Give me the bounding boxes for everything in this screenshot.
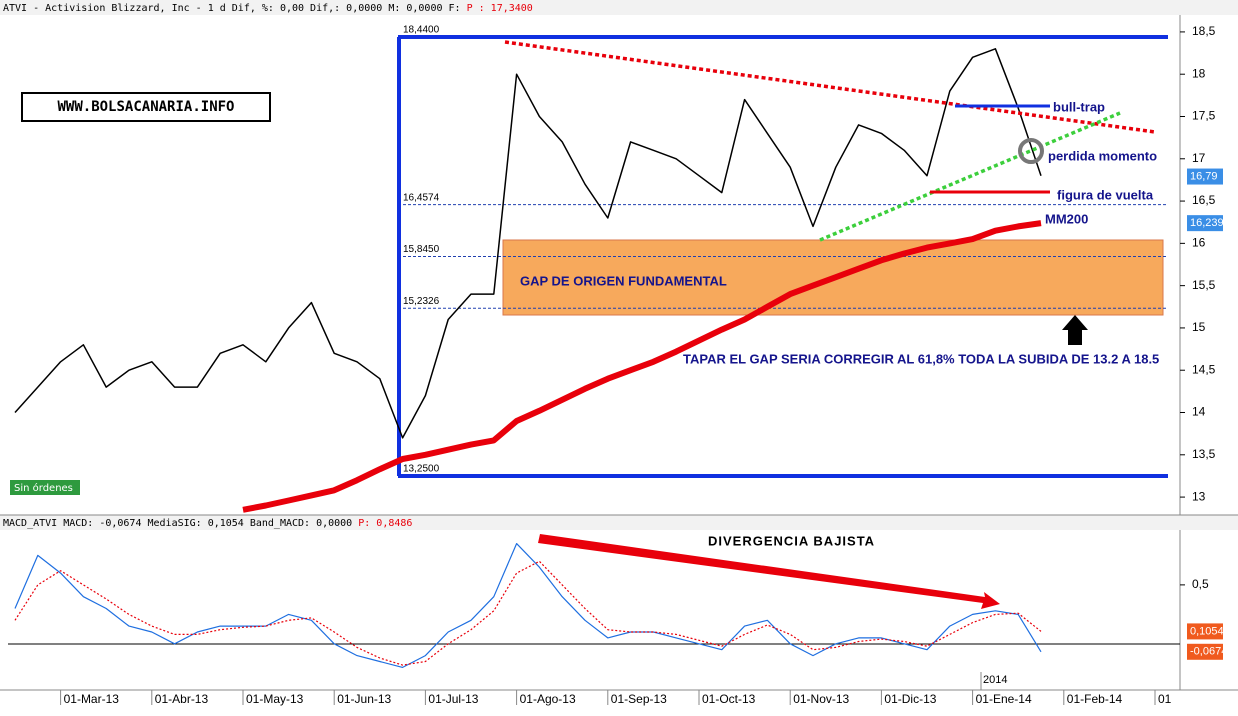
x-tick-label: 01-Oct-13 [702, 692, 756, 706]
price-tag-label: -0,0674 [1190, 646, 1227, 658]
macd-header-title: MACD_ATVI MACD: -0,0674 MediaSIG: 0,1054… [3, 518, 352, 529]
level-label: 15,8450 [403, 244, 440, 255]
price-tag: -0,0674 [1187, 643, 1227, 660]
y-tick-label: 14 [1192, 405, 1206, 419]
level-label: 18,4400 [403, 25, 440, 36]
price-tag-box [1187, 643, 1223, 660]
y-tick-label: 17,5 [1192, 109, 1216, 123]
header-bar [0, 0, 1238, 15]
price-tag: 16,79 [1187, 168, 1223, 185]
price-tag: 0,1054 [1187, 623, 1224, 640]
price-tag-label: 16,79 [1190, 170, 1218, 182]
x-tick-label: 01-Dic-13 [884, 692, 936, 706]
y-tick-label: 17 [1192, 151, 1206, 165]
x-tick-label: 01-Sep-13 [611, 692, 667, 706]
y-tick-label: 16 [1192, 236, 1206, 250]
annotation: perdida momento [1048, 148, 1157, 163]
y-tick-label: 13 [1192, 489, 1206, 503]
level-label: 15,2326 [403, 296, 440, 307]
series-line [14, 543, 1042, 668]
orders-box [10, 480, 80, 495]
series-line [242, 220, 1042, 513]
header-price: P : 17,3400 [467, 3, 533, 14]
year-label: 2014 [983, 674, 1007, 686]
x-tick-label: 01-Jun-13 [337, 692, 391, 706]
annotation: TAPAR EL GAP SERIA CORREGIR AL 61,8% TOD… [683, 351, 1159, 366]
macd-header-bar [0, 515, 1238, 530]
price-tag-box [1187, 168, 1223, 185]
header-title: ATVI - Activision Blizzard, Inc - 1 d Di… [3, 3, 461, 14]
annotation: DIVERGENCIA BAJISTA [708, 533, 875, 548]
macd-header: MACD_ATVI MACD: -0,0674 MediaSIG: 0,1054… [3, 518, 412, 529]
annotation: MM200 [1045, 211, 1088, 226]
y-tick-label: 18 [1192, 66, 1206, 80]
header: ATVI - Activision Blizzard, Inc - 1 d Di… [3, 3, 533, 14]
macd-header-price: P: 0,8486 [358, 518, 412, 529]
y-tick-label: 14,5 [1192, 362, 1216, 376]
trend-line-down [504, 40, 1156, 134]
x-tick-label: 01-Nov-13 [793, 692, 849, 706]
x-tick-label: 01-May-13 [246, 692, 304, 706]
price-tag-box [1187, 623, 1223, 640]
series-line [14, 48, 1042, 439]
series-line [14, 560, 1042, 666]
x-tick-label: 01 [1158, 692, 1172, 706]
annotation: bull-trap [1053, 99, 1105, 114]
site-label: WWW.BOLSACANARIA.INFO [57, 99, 234, 115]
price-tag-label: 16,239 [1190, 217, 1224, 229]
divergence-arrow [538, 534, 1000, 609]
x-tick-label: 01-Ene-14 [976, 692, 1032, 706]
up-arrow [1062, 315, 1088, 345]
price-tag-label: 0,1054 [1190, 625, 1224, 637]
x-tick-label: 01-Feb-14 [1067, 692, 1123, 706]
price-tag-box [1187, 215, 1223, 232]
y-tick-label: 13,5 [1192, 447, 1216, 461]
y-tick-label: 15,5 [1192, 278, 1216, 292]
x-tick-label: 01-Ago-13 [520, 692, 576, 706]
level-label: 16,4574 [403, 192, 440, 203]
site-box [21, 92, 271, 122]
y-tick-label: 0,5 [1192, 577, 1209, 591]
x-tick-label: 01-Mar-13 [64, 692, 120, 706]
annotation: figura de vuelta [1057, 187, 1154, 202]
y-tick-label: 16,5 [1192, 193, 1216, 207]
orders-label: Sin órdenes [14, 482, 73, 494]
y-tick-label: 15 [1192, 320, 1206, 334]
x-tick-label: 01-Abr-13 [155, 692, 209, 706]
trend-line-up [819, 111, 1121, 242]
level-label: 13,2500 [403, 464, 440, 475]
y-tick-label: 18,5 [1192, 24, 1216, 38]
price-tag: 16,239 [1187, 215, 1224, 232]
momentum-circle [1018, 138, 1044, 164]
annotation: GAP DE ORIGEN FUNDAMENTAL [520, 273, 727, 288]
x-tick-label: 01-Jul-13 [428, 692, 478, 706]
